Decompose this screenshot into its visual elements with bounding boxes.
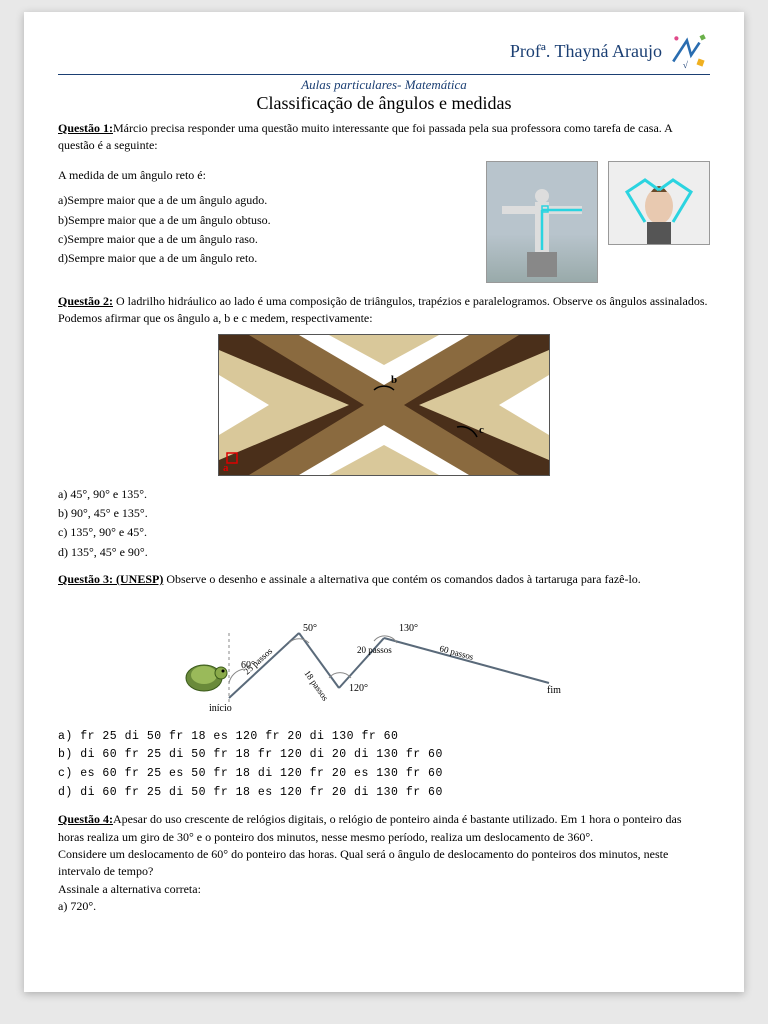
q4-opt-a: a) 720°. bbox=[58, 898, 710, 915]
q3-opt-b: b) di 60 fr 25 di 50 fr 18 fr 120 di 20 … bbox=[58, 747, 710, 764]
seg-60: 60 passos bbox=[438, 643, 475, 662]
logo-icon: √ bbox=[668, 30, 710, 72]
q4-p2: Considere um deslocamento de 60° do pont… bbox=[58, 846, 710, 881]
turtle-start-label: início bbox=[209, 703, 232, 714]
question-2: Questão 2: O ladrilho hidráulico ao lado… bbox=[58, 293, 710, 561]
q2-text: O ladrilho hidráulico ao lado é uma comp… bbox=[58, 294, 708, 325]
seg-18: 18 passos bbox=[302, 668, 330, 703]
q1-prompt: A medida de um ângulo reto é: bbox=[58, 167, 472, 184]
q4-p1: Apesar do uso crescente de relógios digi… bbox=[58, 812, 682, 843]
angle-50: 50° bbox=[303, 623, 317, 634]
q1-opt-b: b)Sempre maior que a de um ângulo obtuso… bbox=[58, 212, 472, 229]
q1-opt-d: d)Sempre maior que a de um ângulo reto. bbox=[58, 250, 472, 267]
q4-label: Questão 4: bbox=[58, 812, 113, 826]
question-3: Questão 3: (UNESP) Observe o desenho e a… bbox=[58, 571, 710, 801]
q2-options: a) 45°, 90° e 135°. b) 90°, 45° e 135°. … bbox=[58, 486, 710, 562]
angle-b-label: b bbox=[391, 374, 397, 386]
q2-opt-d: d) 135°, 45° e 90°. bbox=[58, 544, 710, 561]
header-rule bbox=[58, 74, 710, 75]
svg-text:√: √ bbox=[683, 60, 689, 71]
q3-opt-d: d) di 60 fr 25 di 50 fr 18 es 120 fr 20 … bbox=[58, 785, 710, 802]
q2-opt-b: b) 90°, 45° e 135°. bbox=[58, 505, 710, 522]
angle-120: 120° bbox=[349, 683, 368, 694]
q1-label: Questão 1: bbox=[58, 121, 113, 135]
q1-opt-a: a)Sempre maior que a de um ângulo agudo. bbox=[58, 192, 472, 209]
q1-intro: Márcio precisa responder uma questão mui… bbox=[58, 121, 672, 152]
teacher-name: Profª. Thayná Araujo bbox=[510, 41, 662, 62]
q1-options: a)Sempre maior que a de um ângulo agudo.… bbox=[58, 192, 472, 268]
q1-image-woman bbox=[608, 161, 710, 245]
q2-opt-c: c) 135°, 90° e 45°. bbox=[58, 524, 710, 541]
q1-images bbox=[486, 161, 710, 283]
angle-a-label: a bbox=[223, 462, 229, 474]
q3-text: Observe o desenho e assinale a alternati… bbox=[163, 572, 640, 586]
q2-tile-image: a b c bbox=[218, 334, 550, 476]
q1-opt-c: c)Sempre maior que a de um ângulo raso. bbox=[58, 231, 472, 248]
question-4: Questão 4:Apesar do uso crescente de rel… bbox=[58, 811, 710, 915]
q2-opt-a: a) 45°, 90° e 135°. bbox=[58, 486, 710, 503]
q3-diagram: início 60° 50° 120° 130° 25 passos 18 pa… bbox=[169, 593, 599, 723]
angle-c-label: c bbox=[479, 424, 484, 436]
question-1: Questão 1:Márcio precisa responder uma q… bbox=[58, 120, 710, 283]
worksheet-page: Profª. Thayná Araujo √ Aulas particulare… bbox=[24, 12, 744, 992]
q1-image-cristo bbox=[486, 161, 598, 283]
q3-options: a) fr 25 di 50 fr 18 es 120 fr 20 di 130… bbox=[58, 729, 710, 802]
turtle-end-label: fim bbox=[547, 685, 561, 696]
subtitle: Aulas particulares- Matemática bbox=[58, 77, 710, 93]
page-title: Classificação de ângulos e medidas bbox=[58, 93, 710, 114]
angle-130: 130° bbox=[399, 623, 418, 634]
q4-p3: Assinale a alternativa correta: bbox=[58, 881, 710, 898]
q2-label: Questão 2: bbox=[58, 294, 113, 308]
seg-20: 20 passos bbox=[357, 645, 392, 655]
q3-opt-a: a) fr 25 di 50 fr 18 es 120 fr 20 di 130… bbox=[58, 729, 710, 746]
header: Profª. Thayná Araujo √ bbox=[58, 30, 710, 72]
q3-label: Questão 3: (UNESP) bbox=[58, 572, 163, 586]
q3-opt-c: c) es 60 fr 25 es 50 fr 18 di 120 fr 20 … bbox=[58, 766, 710, 783]
